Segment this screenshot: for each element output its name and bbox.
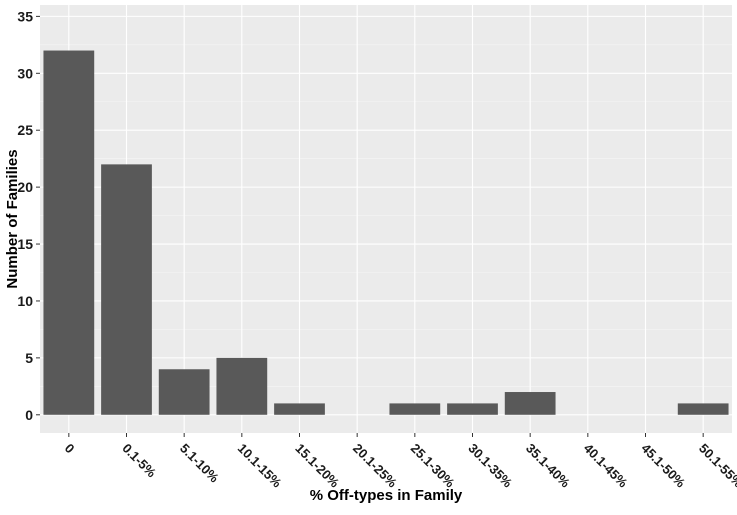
bar [504,392,556,415]
x-tick-label: 45.1-50% [638,441,688,491]
x-tick-label: 15.1-20% [292,441,342,491]
bar [389,403,441,415]
x-axis-title: % Off-types in Family [310,487,463,504]
bars [43,50,729,415]
x-tick-label: 0 [62,441,78,457]
bar [677,403,729,415]
bar [447,403,498,415]
bar [158,369,210,415]
x-tick-label: 30.1-35% [465,441,515,491]
y-tick-label: 25 [17,122,33,138]
bar [274,403,325,415]
grid-lines [40,5,732,433]
y-tick-label: 20 [17,179,33,195]
x-tick-label: 40.1-45% [581,441,631,491]
y-tick-label: 35 [17,8,33,24]
y-tick-label: 10 [17,293,33,309]
bar [216,357,268,415]
x-tick-label: 10.1-15% [235,441,285,491]
y-tick-label: 5 [25,350,33,366]
y-tick-label: 0 [25,407,33,423]
x-tick-label: 50.1-55% [696,441,737,491]
bar [101,164,152,415]
plot-panel [40,5,732,433]
x-tick-label: 5.1-10% [177,441,222,486]
y-axis-ticks: 0 5 10 15 20 25 30 35 [17,8,40,423]
x-tick-label: 25.1-30% [408,441,458,491]
x-axis-ticks: 0 0.1-5% 5.1-10% 10.1-15% 15.1-20% 20.1-25% 25… [62,433,737,491]
y-tick-label: 30 [17,65,33,81]
y-axis-title: Number of Families [4,149,21,288]
y-tick-label: 15 [17,236,33,252]
x-tick-label: 0.1-5% [119,441,159,481]
x-tick-label: 20.1-25% [350,441,400,491]
bar [43,50,95,415]
x-tick-label: 35.1-40% [523,441,573,491]
